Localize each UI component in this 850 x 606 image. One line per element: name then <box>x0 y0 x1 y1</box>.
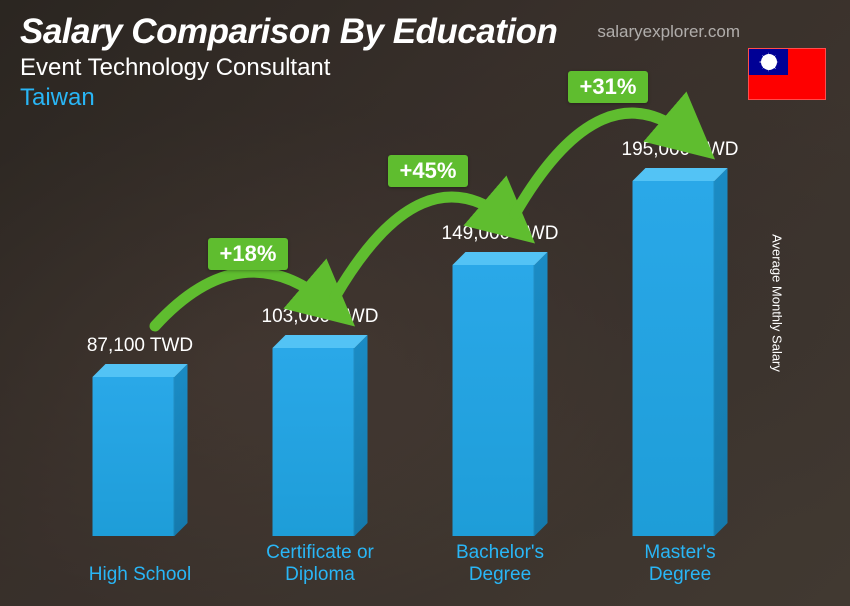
increase-badge: +31% <box>568 71 649 103</box>
watermark: salaryexplorer.com <box>597 22 740 42</box>
flag-canton <box>749 49 788 75</box>
flag-sun-icon <box>761 54 777 70</box>
increase-arc <box>40 106 850 586</box>
taiwan-flag-icon <box>748 48 826 100</box>
bar-chart: High School87,100 TWDCertificate orDiplo… <box>40 106 790 586</box>
chart-subtitle: Event Technology Consultant <box>20 54 830 82</box>
